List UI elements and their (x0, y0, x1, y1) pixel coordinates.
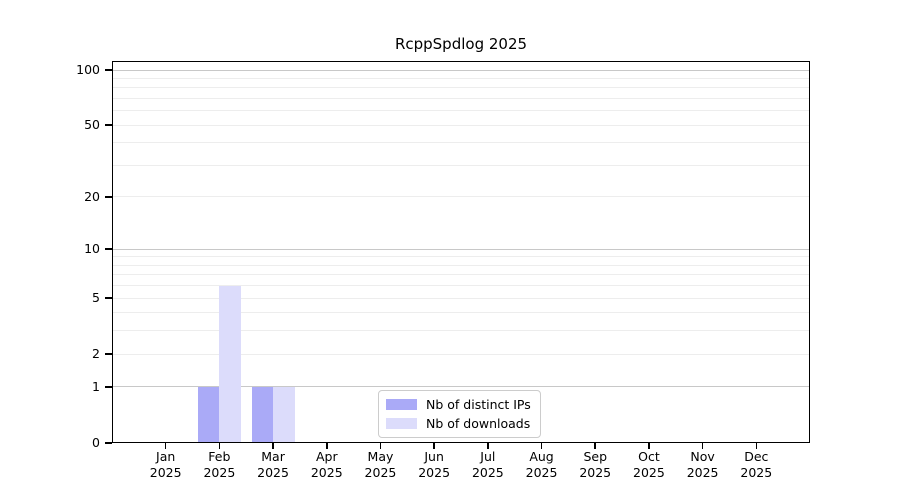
x-tick-mark (433, 443, 435, 449)
gridline-minor (113, 87, 809, 89)
gridline-minor (113, 264, 809, 266)
y-tick-mark (105, 248, 112, 250)
gridline-major (113, 69, 809, 71)
x-tick-label-jul: Jul 2025 (471, 449, 504, 480)
x-tick-label-sep: Sep 2025 (579, 449, 612, 480)
gridline-minor (113, 297, 809, 299)
x-tick-mark (326, 443, 328, 449)
legend-item-downloads: Nb of downloads (386, 414, 531, 433)
y-tick-label: 20 (84, 188, 100, 204)
x-tick-mark (594, 443, 596, 449)
x-tick-mark (218, 443, 221, 449)
gridline-minor (113, 110, 809, 112)
legend: Nb of distinct IPs Nb of downloads (378, 390, 541, 438)
chart-title: RcppSpdlog 2025 (394, 35, 528, 53)
x-tick-mark (755, 443, 758, 449)
y-tick-label: 100 (76, 62, 100, 77)
y-tick-label: 0 (92, 435, 100, 450)
y-tick-mark (105, 442, 112, 444)
gridline-major (113, 248, 809, 250)
gridline-minor (113, 196, 809, 198)
y-tick-mark (105, 124, 112, 126)
x-tick-mark (701, 443, 704, 449)
gridline-minor (113, 97, 809, 99)
y-tick-mark (105, 386, 112, 388)
x-tick-label-mar: Mar 2025 (257, 449, 289, 480)
y-tick-label: 5 (92, 290, 100, 306)
x-tick-mark (540, 443, 543, 449)
x-tick-label-aug: Aug 2025 (525, 449, 558, 480)
legend-item-distinct-ips: Nb of distinct IPs (386, 395, 531, 414)
bar-downloads-feb (219, 285, 241, 443)
gridline-minor (113, 77, 809, 79)
x-tick-label-feb: Feb 2025 (203, 449, 236, 480)
gridline-minor (113, 124, 809, 126)
gridline-minor (113, 274, 809, 276)
x-tick-label-may: May 2025 (364, 449, 397, 480)
gridline-minor (113, 256, 809, 258)
x-tick-label-jun: Jun 2025 (418, 449, 451, 480)
gridline-minor (113, 353, 809, 355)
y-tick-label: 1 (92, 378, 100, 394)
gridline-minor (113, 285, 809, 287)
x-tick-mark (272, 443, 274, 449)
bar-distinct-ips-feb (197, 386, 220, 443)
y-tick-mark (105, 69, 112, 71)
legend-label-distinct-ips: Nb of distinct IPs (426, 397, 531, 412)
legend-swatch-distinct-ips (386, 399, 417, 410)
x-tick-mark (164, 443, 167, 449)
y-tick-label: 50 (84, 117, 100, 133)
y-tick-mark (105, 196, 112, 198)
gridline-minor (113, 312, 809, 314)
y-tick-label: 2 (92, 346, 100, 362)
y-tick-label: 10 (84, 241, 100, 257)
gridline-minor (113, 164, 809, 166)
bar-distinct-ips-mar (251, 386, 274, 443)
gridline-minor (113, 142, 809, 144)
gridline-major (113, 386, 809, 388)
x-tick-mark (487, 443, 489, 449)
legend-swatch-downloads (386, 418, 417, 429)
gridline-minor (113, 330, 809, 332)
x-tick-mark (379, 443, 382, 449)
x-tick-label-nov: Nov 2025 (686, 449, 719, 480)
x-tick-label-oct: Oct 2025 (633, 449, 665, 480)
x-tick-label-apr: Apr 2025 (310, 449, 343, 480)
bar-downloads-mar (273, 386, 295, 443)
legend-label-downloads: Nb of downloads (426, 416, 531, 431)
y-tick-mark (105, 353, 112, 355)
y-tick-mark (105, 297, 112, 299)
x-tick-label-dec: Dec 2025 (740, 449, 773, 480)
x-tick-mark (648, 443, 650, 449)
x-tick-label-jan: Jan 2025 (149, 449, 182, 480)
